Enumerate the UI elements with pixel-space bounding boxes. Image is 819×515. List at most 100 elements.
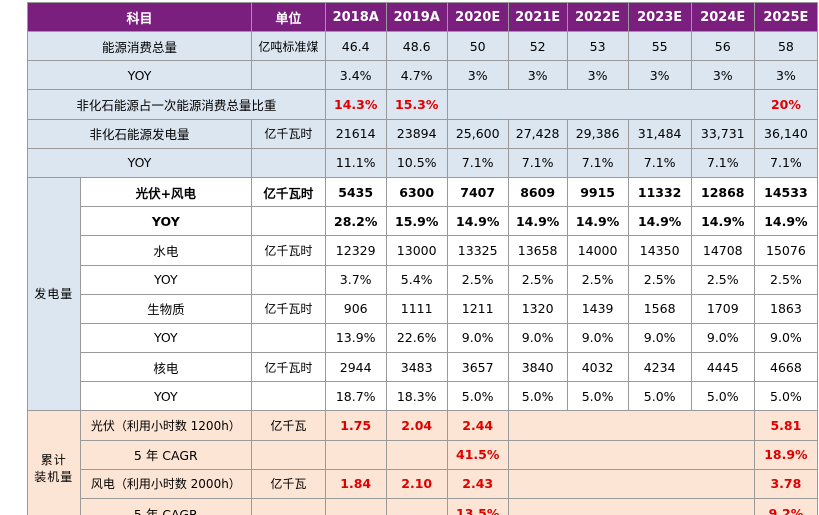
cell: 46.4 <box>324 30 387 62</box>
cell: 14.9% <box>566 206 629 237</box>
row-label: YOY <box>79 206 253 237</box>
cell: 9.2% <box>753 497 819 515</box>
row-unit <box>251 439 326 470</box>
cell: 4445 <box>690 352 755 383</box>
header-row: 科目 单位 2018A 2019A 2020E 2021E 2022E 2023… <box>27 2 819 32</box>
cell: 21614 <box>324 118 387 149</box>
cell: 14350 <box>627 235 692 266</box>
cell: 2.04 <box>385 410 448 441</box>
group-label-line: 装机量 <box>34 470 74 485</box>
table-row: 非化石能源发电量 亿千瓦时 21614 23894 25,600 27,428 … <box>27 118 819 149</box>
cell: 3% <box>507 60 568 91</box>
cell: 2.43 <box>446 468 509 500</box>
cell: 14.3% <box>324 89 387 120</box>
cell: 3657 <box>446 352 509 383</box>
row-label: 光伏（利用小时数 1200h） <box>79 410 253 441</box>
header-year: 2021E <box>507 2 568 32</box>
cell: 3% <box>566 60 629 91</box>
row-label: 风电（利用小时数 2000h） <box>79 468 253 500</box>
cell: 3% <box>627 60 692 91</box>
table-row: 核电 亿千瓦时 2944 3483 3657 3840 4032 4234 44… <box>28 352 819 383</box>
cell: 12329 <box>324 235 387 266</box>
cell: 5435 <box>324 176 387 208</box>
table-row: YOY 18.7% 18.3% 5.0% 5.0% 5.0% 5.0% 5.0%… <box>28 381 819 412</box>
row-label: 非化石能源发电量 <box>27 118 253 149</box>
cell: 9.0% <box>690 322 755 354</box>
cell: 1709 <box>690 293 755 324</box>
cell: 9.0% <box>446 322 509 354</box>
cell: 4234 <box>627 352 692 383</box>
cell: 2.5% <box>566 264 629 295</box>
cell-empty <box>507 468 755 500</box>
cell: 55 <box>627 30 692 62</box>
cell: 29,386 <box>566 118 629 149</box>
row-label: 非化石能源占一次能源消费总量比重 <box>27 89 326 120</box>
cell: 13000 <box>385 235 448 266</box>
row-unit <box>251 497 326 515</box>
cell: 18.3% <box>385 381 448 412</box>
cell: 10.5% <box>385 147 448 178</box>
cell: 5.0% <box>566 381 629 412</box>
cell: 1.75 <box>324 410 387 441</box>
cell: 11332 <box>627 176 692 208</box>
cell: 2.44 <box>446 410 509 441</box>
cell: 14.9% <box>446 206 509 237</box>
row-unit: 亿吨标准煤 <box>251 30 326 62</box>
table-row: 能源消费总量 亿吨标准煤 46.4 48.6 50 52 53 55 56 58 <box>27 30 819 62</box>
cell: 14533 <box>753 176 819 208</box>
cell: 1863 <box>753 293 819 324</box>
row-unit: 亿千瓦 <box>251 410 326 441</box>
cell: 1568 <box>627 293 692 324</box>
cell: 20% <box>753 89 819 120</box>
cell: 9915 <box>566 176 629 208</box>
row-label: YOY <box>79 322 253 354</box>
row-unit: 亿千瓦时 <box>251 293 326 324</box>
header-subject: 科目 <box>27 2 253 32</box>
table-row: 发电量 光伏+风电 亿千瓦时 5435 6300 7407 8609 9915 … <box>27 176 819 412</box>
cell: 13325 <box>446 235 509 266</box>
cell: 906 <box>324 293 387 324</box>
cell: 7.1% <box>690 147 755 178</box>
row-unit: 亿千瓦时 <box>251 352 326 383</box>
cell: 1111 <box>385 293 448 324</box>
cell: 52 <box>507 30 568 62</box>
header-year: 2024E <box>690 2 755 32</box>
cell: 5.0% <box>627 381 692 412</box>
table-row: YOY 13.9% 22.6% 9.0% 9.0% 9.0% 9.0% 9.0%… <box>28 322 819 354</box>
cell: 9.0% <box>753 322 819 354</box>
row-unit <box>251 322 326 354</box>
cell: 1320 <box>507 293 568 324</box>
cell: 56 <box>690 30 755 62</box>
row-label: 水电 <box>79 235 253 266</box>
row-unit <box>251 60 326 91</box>
cell: 11.1% <box>324 147 387 178</box>
cell-empty <box>507 497 755 515</box>
cell: 5.0% <box>446 381 509 412</box>
cell-empty <box>385 497 448 515</box>
cell: 7.1% <box>566 147 629 178</box>
header-unit: 单位 <box>251 2 326 32</box>
cell: 6300 <box>385 176 448 208</box>
cell: 7407 <box>446 176 509 208</box>
cell: 18.7% <box>324 381 387 412</box>
row-unit <box>251 264 326 295</box>
table-row: YOY 3.7% 5.4% 2.5% 2.5% 2.5% 2.5% 2.5% 2… <box>28 264 819 295</box>
cell: 48.6 <box>385 30 448 62</box>
cell: 4.7% <box>385 60 448 91</box>
cell: 1.84 <box>324 468 387 500</box>
cell-empty <box>324 439 387 470</box>
cell: 9.0% <box>507 322 568 354</box>
cell-empty <box>324 497 387 515</box>
cell: 22.6% <box>385 322 448 354</box>
cell: 2.5% <box>690 264 755 295</box>
row-label: 能源消费总量 <box>27 30 253 62</box>
cell: 9.0% <box>627 322 692 354</box>
cell: 12868 <box>690 176 755 208</box>
table-row: 非化石能源占一次能源消费总量比重 14.3% 15.3% 20% <box>27 89 819 120</box>
header-year: 2023E <box>627 2 692 32</box>
table-row: 水电 亿千瓦时 12329 13000 13325 13658 14000 14… <box>28 235 819 266</box>
cell: 31,484 <box>627 118 692 149</box>
cell: 1211 <box>446 293 509 324</box>
cell: 14000 <box>566 235 629 266</box>
cell: 7.1% <box>446 147 509 178</box>
